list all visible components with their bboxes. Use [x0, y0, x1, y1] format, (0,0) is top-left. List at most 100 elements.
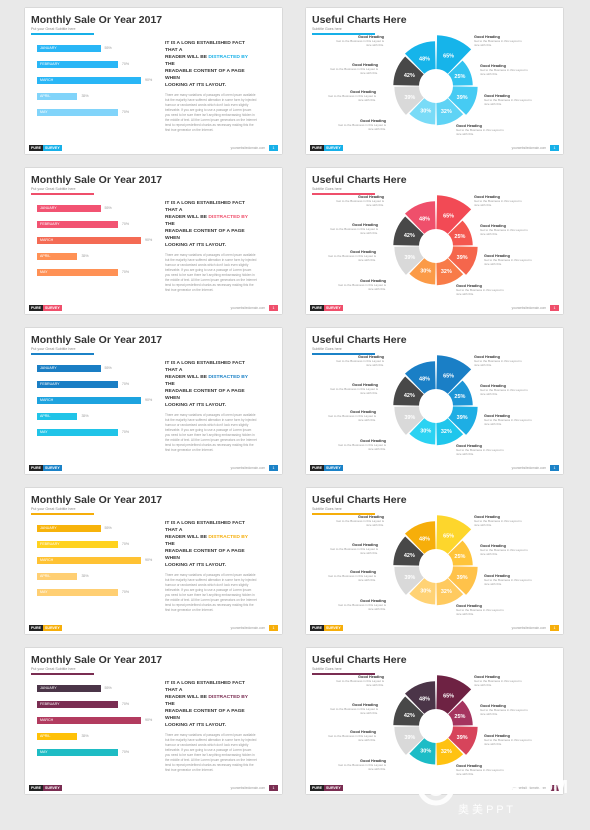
website-url: yourwebsitedomain.com — [511, 146, 546, 150]
segment-value-label: 39% — [457, 415, 468, 421]
title-underline — [312, 513, 375, 515]
heading-callout: Good Heading Get to the Business in this … — [334, 515, 384, 527]
chart-segment — [409, 418, 436, 445]
bar-value-label: 90% — [145, 78, 153, 83]
bar-label: APRIL — [40, 254, 51, 259]
chart-segment — [393, 56, 424, 86]
bar-value-label: 35% — [81, 94, 89, 99]
chart-segment — [448, 406, 478, 435]
bar-label: MARCH — [40, 238, 54, 243]
brand-logo-part-1: PURE — [310, 145, 324, 151]
bar: MARCH — [37, 717, 141, 724]
heading-callout: Good Heading Get to the Business in this … — [334, 195, 384, 207]
callout-description: Get to the Business in this Layout is ni… — [330, 227, 378, 235]
bar-chart: JANUARY 55% FEBRUARY 70% MARCH 90% APRIL 35% MAY… — [37, 365, 157, 445]
brand-logo-part-2: SURVEY — [43, 145, 62, 151]
heading-line: IT IS A LONG ESTABLISHED FACT THAT A — [165, 201, 245, 213]
page-number: 1 — [269, 145, 278, 151]
slide-title: Monthly Sale Or Year 2017 — [31, 654, 163, 666]
heading-callout: Good Heading Get to the Business in this … — [480, 64, 530, 76]
callout-description: Get to the Business in this Layout is ni… — [456, 608, 504, 616]
brand-logo: PURE SURVEY — [310, 305, 343, 311]
bar: APRIL — [37, 93, 78, 100]
callout-description: Get to the Business in this Layout is ni… — [328, 254, 376, 262]
bar-value-label: 90% — [145, 558, 153, 563]
callout-description: Get to the Business in this Layout is ni… — [484, 578, 532, 586]
bar-row: JANUARY 55% — [37, 685, 157, 692]
bar-row: JANUARY 55% — [37, 205, 157, 212]
brand-logo-part-1: PURE — [310, 305, 324, 311]
text-heading: IT IS A LONG ESTABLISHED FACT THAT A READ… — [165, 360, 257, 409]
bar-label: JANUARY — [40, 46, 57, 51]
website-url: yourwebsitedomain.com — [511, 786, 546, 790]
callout-title: Good Heading — [350, 570, 376, 574]
bar: JANUARY — [37, 525, 101, 532]
segment-value-label: 30% — [420, 749, 431, 755]
chart-segment — [393, 376, 424, 406]
bar-value-label: 35% — [81, 734, 89, 739]
bar: APRIL — [37, 413, 78, 420]
callout-title: Good Heading — [456, 284, 482, 288]
callout-description: Get to the Business in this Layout is ni… — [338, 603, 386, 611]
heading-callout: Good Heading Get to the Business in this … — [456, 284, 506, 296]
chart-segment — [404, 361, 436, 394]
bar-row: MAY 70% — [37, 269, 157, 276]
sale-slide: Monthly Sale Or Year 2017 Put your Great … — [25, 8, 282, 154]
heading-text: READER WILL BE — [165, 535, 208, 540]
text-block: IT IS A LONG ESTABLISHED FACT THAT A READ… — [165, 200, 257, 293]
chart-segment — [448, 60, 473, 86]
heading-callout: Good Heading Get to the Business in this … — [326, 570, 376, 582]
bar-row: MAY 70% — [37, 589, 157, 596]
heading-line: IT IS A LONG ESTABLISHED FACT THAT A — [165, 681, 245, 693]
bar: FEBRUARY — [37, 701, 118, 708]
brand-logo-part-1: PURE — [29, 625, 43, 631]
heading-callout: Good Heading Get to the Business in this … — [328, 383, 378, 395]
watermark: GFXAA.COM 奥 美 P P T — [417, 765, 590, 825]
heading-callout: Good Heading Get to the Business in this … — [456, 604, 506, 616]
slide-subtitle: Put your Great Subtitle here — [31, 347, 76, 351]
slide-footer: PURE SURVEY yourwebsitedomain.com 1 — [25, 623, 282, 634]
heading-callout: Good Heading Get to the Business in this … — [484, 734, 534, 746]
brand-logo-part-1: PURE — [310, 785, 324, 791]
text-block: IT IS A LONG ESTABLISHED FACT THAT A READ… — [165, 360, 257, 453]
bar: MARCH — [37, 237, 141, 244]
sale-slide: Monthly Sale Or Year 2017 Put your Great … — [25, 328, 282, 474]
heading-callout: Good Heading Get to the Business in this … — [484, 254, 534, 266]
bar-label: MARCH — [40, 558, 54, 563]
slide-subtitle: Subtitle Goes here — [312, 347, 342, 351]
heading-callout: Good Heading Get to the Business in this … — [474, 355, 524, 367]
chart-segment — [448, 380, 473, 406]
chart-segment — [409, 578, 436, 605]
bar: MAY — [37, 109, 118, 116]
body-text: There are many variations of passages of… — [165, 93, 257, 132]
callout-description: Get to the Business in this Layout is ni… — [480, 708, 528, 716]
segment-value-label: 39% — [404, 575, 415, 581]
bar-value-label: 70% — [121, 542, 130, 547]
bar: FEBRUARY — [37, 381, 118, 388]
bar-row: MAY 70% — [37, 749, 157, 756]
callout-description: Get to the Business in this Layout is ni… — [484, 258, 532, 266]
website-url: yourwebsitedomain.com — [230, 146, 265, 150]
heading-line: READER WILL BE DISTRACTED BY THE — [165, 534, 257, 548]
chart-segment — [404, 41, 436, 74]
bar: JANUARY — [37, 365, 101, 372]
segment-value-label: 30% — [420, 109, 431, 115]
text-heading: IT IS A LONG ESTABLISHED FACT THAT A READ… — [165, 40, 257, 89]
segment-value-label: 65% — [443, 694, 454, 700]
segment-value-label: 25% — [454, 554, 465, 560]
brand-logo-part-2: SURVEY — [324, 305, 343, 311]
heading-text: THE — [165, 222, 175, 227]
bar-label: MAY — [40, 270, 48, 275]
brand-logo-part-1: PURE — [310, 625, 324, 631]
sale-slide: Monthly Sale Or Year 2017 Put your Great … — [25, 648, 282, 794]
chart-segment — [394, 406, 424, 435]
slide-footer: PURE SURVEY yourwebsitedomain.com 1 — [25, 143, 282, 154]
callout-title: Good Heading — [360, 439, 386, 443]
heading-line: READER WILL BE DISTRACTED BY THE — [165, 54, 257, 68]
chart-segment — [436, 355, 472, 394]
brand-logo: PURE SURVEY — [310, 465, 343, 471]
title-underline — [312, 193, 375, 195]
chart-segment — [436, 98, 464, 126]
chart-segment — [436, 258, 464, 286]
callout-description: Get to the Business in this Layout is ni… — [474, 39, 522, 47]
